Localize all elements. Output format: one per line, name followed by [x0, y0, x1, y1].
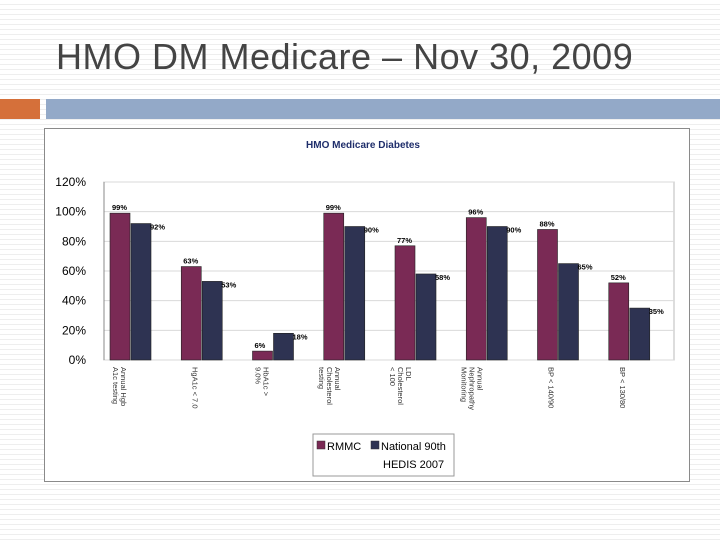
data-label-rmmc: 77%	[397, 236, 412, 245]
bar-rmmc	[180, 266, 202, 361]
legend-box	[312, 433, 455, 477]
data-label-national: 90%	[364, 226, 379, 235]
data-label-national: 92%	[150, 223, 165, 232]
legend-label-hedis: HEDIS 2007	[383, 459, 444, 471]
legend-label-rmmc: RMMC	[327, 441, 361, 453]
bar-rmmc	[323, 212, 345, 361]
x-category-label: BP < 130/80	[618, 367, 627, 408]
bar-national	[344, 226, 366, 361]
bar-national	[130, 223, 152, 361]
x-category-label: AnnualNephropathyMonitoring	[459, 367, 484, 410]
x-category-label: LDLCholesterol< 100	[388, 367, 413, 405]
accent-block	[0, 99, 40, 119]
bar-rmmc	[394, 245, 416, 361]
data-label-rmmc: 6%	[255, 341, 266, 350]
data-label-rmmc: 52%	[611, 273, 626, 282]
y-tick-label: 20%	[62, 323, 86, 337]
bar-rmmc	[109, 212, 131, 361]
x-category-label: AnnualCholesteroltesting	[317, 367, 342, 405]
y-tick-label: 40%	[62, 294, 86, 308]
bar-rmmc	[608, 282, 630, 361]
legend: RMMC National 90th HEDIS 2007	[312, 433, 455, 477]
bar-national	[486, 226, 508, 361]
data-label-rmmc: 99%	[112, 203, 127, 212]
data-label-national: 35%	[649, 307, 664, 316]
bar-rmmc	[252, 350, 273, 361]
y-tick-label: 60%	[62, 264, 86, 278]
y-tick-label: 120%	[55, 175, 86, 189]
x-category-label: HbA1c >9.0%	[254, 367, 271, 397]
x-category-label: BP < 140/90	[547, 367, 556, 408]
bar-national	[201, 281, 223, 361]
accent-bar	[46, 99, 720, 119]
data-label-rmmc: 96%	[468, 208, 483, 217]
data-label-national: 58%	[435, 273, 450, 282]
bar-national	[629, 307, 651, 361]
data-label-rmmc: 63%	[183, 257, 198, 266]
bar-rmmc	[465, 217, 487, 361]
data-label-rmmc: 99%	[326, 203, 341, 212]
y-tick-label: 0%	[69, 353, 87, 367]
y-tick-label: 100%	[55, 205, 86, 219]
bar-national	[558, 263, 579, 361]
legend-swatch-rmmc	[316, 440, 326, 450]
data-label-national: 65%	[578, 263, 593, 272]
bar-national	[415, 273, 437, 361]
data-label-rmmc: 88%	[540, 219, 555, 228]
data-label-national: 18%	[293, 332, 308, 341]
data-label-national: 90%	[506, 226, 521, 235]
x-category-label: Annual HgbA1c testing	[111, 367, 128, 406]
data-label-national: 53%	[221, 280, 236, 289]
x-category-label: HgA1c < 7.0	[190, 367, 199, 408]
bar-national	[273, 332, 294, 361]
legend-label-national: National 90th	[381, 441, 446, 453]
y-tick-label: 80%	[62, 234, 86, 248]
bar-rmmc	[537, 229, 558, 361]
slide-title: HMO DM Medicare – Nov 30, 2009	[56, 36, 634, 77]
chart-title: HMO Medicare Diabetes	[306, 140, 420, 151]
legend-swatch-national	[370, 440, 380, 450]
